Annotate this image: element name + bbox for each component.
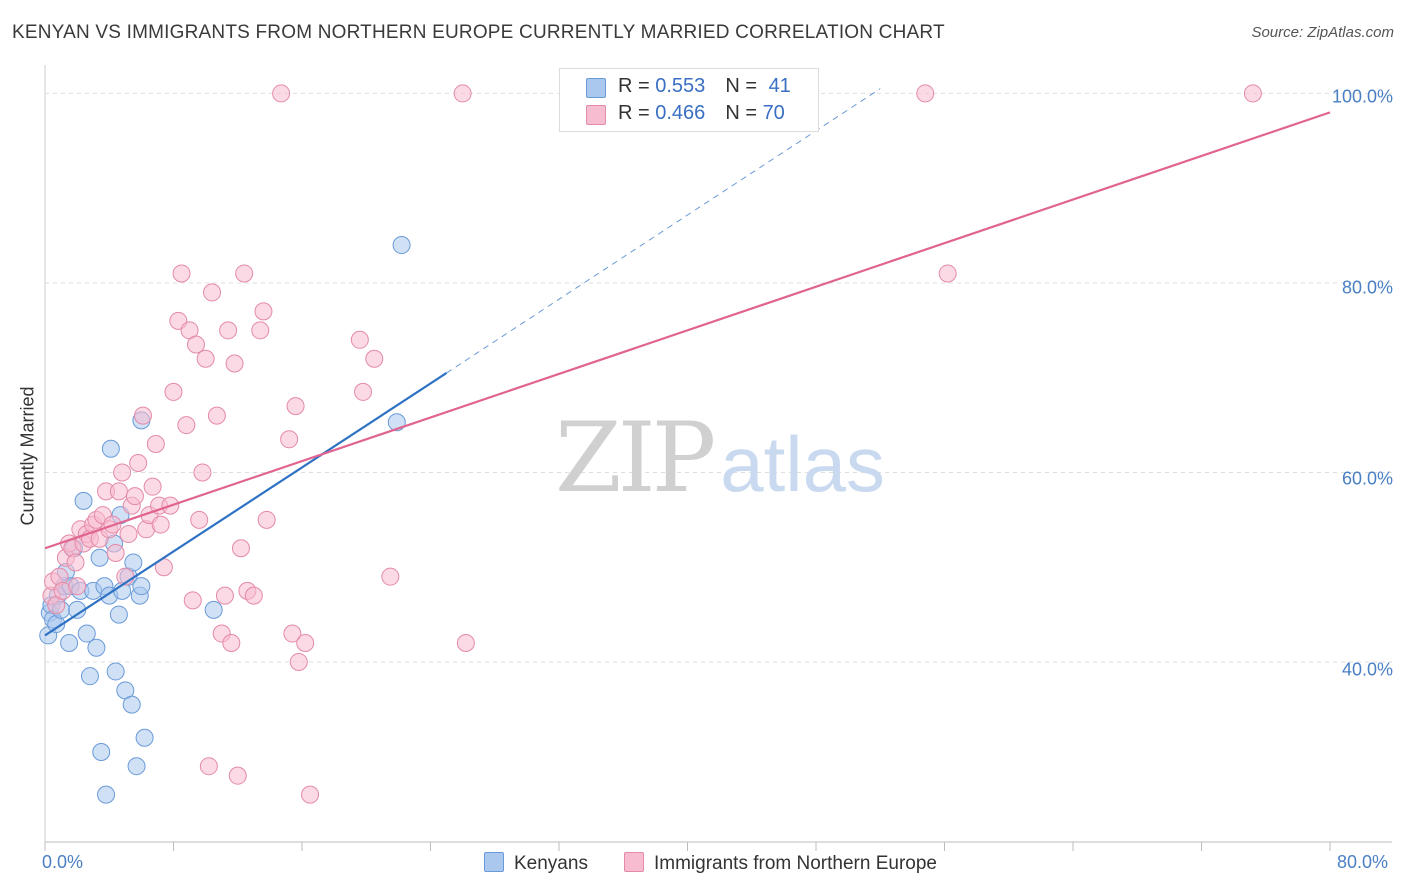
immigrant-point-48: [199, 757, 218, 776]
immigrant-point-79: [1243, 84, 1262, 103]
kenyan-point-40: [392, 236, 411, 255]
legend-item-immigrants[interactable]: Immigrants from Northern Europe: [624, 852, 937, 875]
immigrant-point-63: [257, 510, 276, 529]
immigrant-point-74: [381, 567, 400, 586]
immigrant-point-33: [146, 435, 165, 454]
immigrant-point-60: [244, 586, 263, 605]
kenyan-point-34: [127, 757, 146, 776]
immigrant-point-64: [272, 84, 291, 103]
kenyan-point-33: [124, 553, 143, 572]
immigrant-point-43: [183, 591, 202, 610]
immigrant-point-66: [283, 624, 302, 643]
kenyan-point-15: [77, 624, 96, 643]
immigrant-point-23: [113, 463, 132, 482]
immigrant-point-67: [286, 397, 305, 416]
legend-swatch-pink: [586, 105, 606, 125]
immigrant-point-22: [109, 482, 128, 501]
immigrant-point-46: [193, 463, 212, 482]
immigrant-point-21: [106, 543, 125, 562]
immigrant-point-56: [228, 766, 247, 785]
immigrant-point-44: [186, 335, 205, 354]
kenyan-trend-line-extension: [446, 88, 881, 374]
immigrant-point-57: [231, 539, 250, 558]
immigrant-point-62: [254, 302, 273, 321]
immigrant-point-54: [222, 634, 241, 653]
immigrant-point-76: [453, 84, 472, 103]
legend-n-label: N =: [725, 102, 763, 124]
kenyan-point-16: [80, 667, 99, 686]
immigrant-point-41: [177, 416, 196, 435]
immigrant-point-50: [207, 406, 226, 425]
immigrant-point-75: [456, 634, 475, 653]
immigrant-point-29: [133, 406, 152, 425]
legend-n-value-kenyans: 41: [768, 75, 791, 97]
x-tick-label-80: 80.0%: [1337, 852, 1389, 872]
immigrant-point-27: [125, 487, 144, 506]
immigrant-point-55: [225, 354, 244, 373]
chart-title: KENYAN VS IMMIGRANTS FROM NORTHERN EUROP…: [12, 22, 945, 43]
legend-swatch-pink: [624, 852, 644, 872]
immigrant-point-68: [289, 652, 308, 671]
legend-item-kenyans[interactable]: Kenyans: [484, 852, 588, 875]
immigrant-point-8: [66, 553, 85, 572]
kenyan-point-14: [74, 491, 93, 510]
y-tick-label-60: 60.0%: [1341, 468, 1393, 489]
legend-swatch-blue: [484, 852, 504, 872]
legend-r-value-kenyans: 0.553: [655, 75, 706, 97]
x-tick-label-0: 0.0%: [42, 852, 84, 872]
immigrant-point-25: [119, 525, 138, 544]
kenyan-point-20: [92, 742, 111, 761]
kenyan-point-26: [106, 662, 125, 681]
immigrant-trend-line: [44, 111, 1331, 550]
legend-r-label: R =: [618, 102, 656, 124]
source-label: Source: ZipAtlas.com: [1251, 24, 1394, 41]
immigrant-point-53: [219, 321, 238, 340]
stats-legend: R = 0.553 N = 41 R = 0.466 N = 70: [559, 68, 819, 132]
immigrant-point-38: [164, 382, 183, 401]
immigrant-point-40: [172, 264, 191, 283]
y-tick-label-40: 40.0%: [1341, 659, 1393, 680]
immigrant-point-45: [190, 510, 209, 529]
immigrant-point-32: [143, 477, 162, 496]
legend-swatch-blue: [586, 78, 606, 98]
legend-label-kenyans: Kenyans: [514, 853, 588, 874]
immigrant-point-49: [203, 283, 222, 302]
kenyan-point-39: [204, 600, 223, 619]
legend-n-label: N =: [725, 75, 763, 97]
kenyan-point-9: [60, 634, 79, 653]
immigrant-point-71: [350, 330, 369, 349]
kenyan-point-37: [135, 728, 154, 747]
immigrant-point-72: [354, 382, 373, 401]
immigrant-point-77: [916, 84, 935, 103]
y-tick-label-100: 100.0%: [1331, 86, 1393, 107]
immigrant-point-69: [296, 634, 315, 653]
kenyan-point-22: [97, 785, 116, 804]
legend-r-label: R =: [618, 75, 656, 97]
kenyan-point-24: [101, 439, 120, 458]
y-axis-label: Currently Married: [17, 386, 38, 526]
immigrant-point-9: [68, 577, 87, 596]
kenyan-point-32: [122, 695, 141, 714]
immigrant-point-47: [196, 349, 215, 368]
legend-r-value-immigrants: 0.466: [655, 102, 706, 124]
legend-label-immigrants: Immigrants from Northern Europe: [654, 853, 937, 874]
immigrant-point-70: [301, 785, 320, 804]
kenyan-point-19: [90, 548, 109, 567]
immigrant-point-61: [251, 321, 270, 340]
legend-n-value-immigrants: 70: [762, 102, 785, 124]
immigrant-point-28: [129, 453, 148, 472]
y-tick-label-80: 80.0%: [1341, 277, 1393, 298]
immigrant-point-65: [280, 430, 299, 449]
immigrant-point-78: [938, 264, 957, 283]
kenyan-point-36: [132, 577, 151, 596]
kenyan-point-18: [87, 638, 106, 657]
kenyan-trend-line: [44, 372, 448, 637]
immigrant-point-35: [151, 515, 170, 534]
immigrant-point-73: [365, 349, 384, 368]
kenyan-point-27: [109, 605, 128, 624]
immigrant-point-58: [235, 264, 254, 283]
immigrant-point-52: [215, 586, 234, 605]
